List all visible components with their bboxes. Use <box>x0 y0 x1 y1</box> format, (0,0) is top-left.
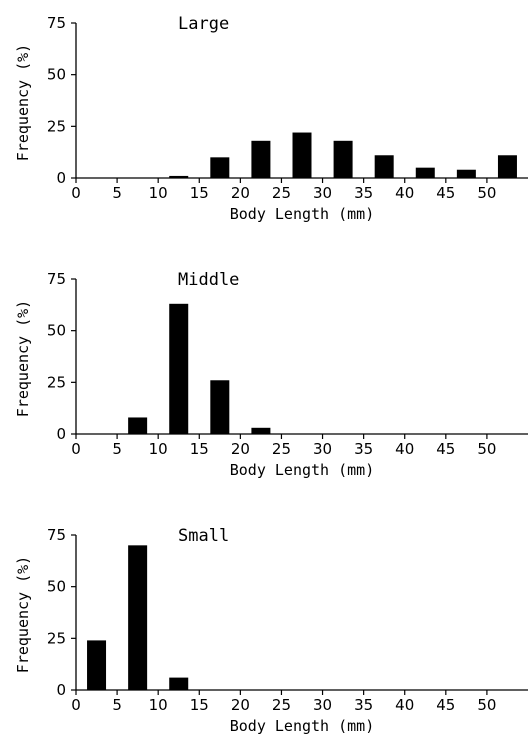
y-tick-label: 50 <box>47 66 66 84</box>
y-tick-label: 0 <box>56 169 66 187</box>
x-tick-label: 20 <box>231 696 250 714</box>
bar-35-40 <box>374 155 394 178</box>
bar-20-25 <box>251 427 271 434</box>
x-axis-title: Body Length (mm) <box>230 205 375 223</box>
bar-0-5 <box>87 640 107 690</box>
x-tick-label: 45 <box>436 184 455 202</box>
bar-10-15 <box>169 303 189 434</box>
x-tick-label: 40 <box>395 440 414 458</box>
y-tick-label: 75 <box>47 14 66 32</box>
x-axis-title: Body Length (mm) <box>230 461 375 479</box>
bar-10-15 <box>169 175 189 178</box>
x-tick-label: 40 <box>395 184 414 202</box>
x-tick-label: 30 <box>313 440 332 458</box>
x-tick-label: 10 <box>149 440 168 458</box>
bar-5-10 <box>128 417 148 434</box>
x-tick-label: 25 <box>272 184 291 202</box>
x-tick-label: 25 <box>272 696 291 714</box>
y-tick-label: 25 <box>47 117 66 135</box>
bar-45-50 <box>456 169 476 178</box>
x-tick-label: 15 <box>190 440 209 458</box>
panel-title: Large <box>178 14 229 34</box>
y-axis-title: Frequency (%) <box>14 300 32 417</box>
y-tick-label: 25 <box>47 629 66 647</box>
bar-25-30 <box>292 132 312 178</box>
panel-title: Small <box>178 526 229 546</box>
y-tick-label: 25 <box>47 373 66 391</box>
x-tick-label: 20 <box>231 440 250 458</box>
x-tick-label: 15 <box>190 184 209 202</box>
x-tick-label: 0 <box>71 440 81 458</box>
bar-5-10 <box>128 545 148 690</box>
bar-40-45 <box>415 167 435 178</box>
x-tick-label: 25 <box>272 440 291 458</box>
chart-panel-small: 0 25 50 75 0 5 10 15 20 25 30 35 40 45 50 Small Body Len… <box>14 526 528 735</box>
x-tick-label: 0 <box>71 696 81 714</box>
y-tick-label: 50 <box>47 578 66 596</box>
y-tick-label: 50 <box>47 322 66 340</box>
x-tick-label: 50 <box>477 440 496 458</box>
x-tick-label: 50 <box>477 696 496 714</box>
x-tick-label: 5 <box>112 184 122 202</box>
x-tick-label: 35 <box>354 184 373 202</box>
y-tick-label: 0 <box>56 425 66 443</box>
bar-15-20 <box>210 157 230 178</box>
x-tick-label: 5 <box>112 696 122 714</box>
x-tick-label: 50 <box>477 184 496 202</box>
bar-50-55 <box>497 155 517 178</box>
y-tick-label: 75 <box>47 526 66 544</box>
x-tick-label: 10 <box>149 184 168 202</box>
y-axis-title: Frequency (%) <box>14 44 32 161</box>
x-tick-label: 10 <box>149 696 168 714</box>
x-tick-label: 15 <box>190 696 209 714</box>
y-axis-title: Frequency (%) <box>14 556 32 673</box>
x-tick-label: 0 <box>71 184 81 202</box>
x-tick-label: 5 <box>112 440 122 458</box>
x-tick-label: 40 <box>395 696 414 714</box>
y-tick-label: 0 <box>56 681 66 699</box>
panel-title: Middle <box>178 270 239 290</box>
x-tick-label: 30 <box>313 184 332 202</box>
x-tick-label: 30 <box>313 696 332 714</box>
chart-panel-middle: 0 25 50 75 0 5 10 15 20 25 30 35 40 45 50 Middle Body Le… <box>14 270 528 479</box>
x-tick-label: 35 <box>354 440 373 458</box>
x-tick-label: 45 <box>436 696 455 714</box>
chart-panel-large: 0 25 50 75 0 5 10 15 20 25 30 35 40 45 50 Large Body Len… <box>14 14 528 223</box>
bar-20-25 <box>251 140 271 178</box>
bar-15-20 <box>210 380 230 434</box>
bar-30-35 <box>333 140 353 178</box>
x-tick-label: 20 <box>231 184 250 202</box>
x-tick-label: 45 <box>436 440 455 458</box>
bar-10-15 <box>169 677 189 690</box>
x-tick-label: 35 <box>354 696 373 714</box>
y-tick-label: 75 <box>47 270 66 288</box>
x-axis-title: Body Length (mm) <box>230 717 375 735</box>
